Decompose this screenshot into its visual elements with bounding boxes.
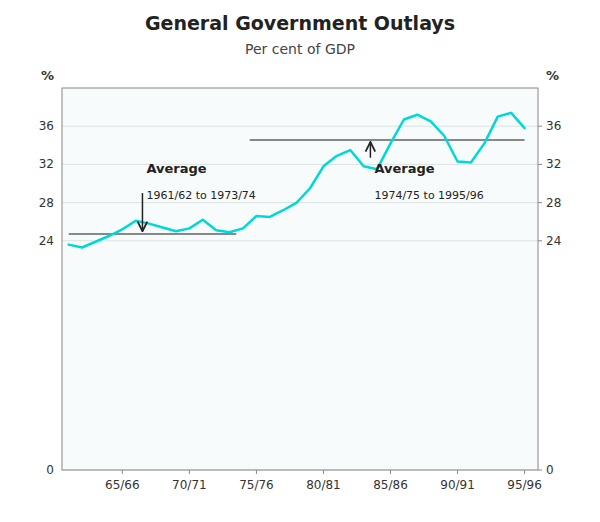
x-tick	[323, 470, 324, 474]
x-tick-label: 85/86	[373, 478, 408, 492]
y2-tick	[538, 470, 542, 471]
chart: General Government Outlays Per cent of GD…	[0, 0, 600, 522]
y2-tick-label: 24	[546, 234, 561, 248]
y2-tick-label: 36	[546, 119, 561, 133]
y2-tick	[538, 126, 542, 127]
y2-tick	[538, 240, 542, 241]
plot-background	[62, 88, 538, 470]
annotation-title: Average	[374, 161, 434, 176]
x-tick-label: 80/81	[306, 478, 341, 492]
y-tick-label: 24	[39, 234, 54, 248]
x-tick-label: 70/71	[172, 478, 207, 492]
y2-axis-label: %	[546, 68, 559, 83]
x-tick	[390, 470, 391, 474]
x-tick	[122, 470, 123, 474]
x-tick-label: 90/91	[440, 478, 475, 492]
y-tick-label: 32	[39, 157, 54, 171]
y-tick-label: 28	[39, 196, 54, 210]
x-tick-label: 75/76	[239, 478, 274, 492]
y-tick-label: 0	[46, 463, 54, 477]
plot-frame	[62, 88, 538, 470]
average-line	[250, 139, 525, 141]
annotation-subtext: 1974/75 to 1995/96	[374, 189, 483, 202]
annotation-subtext: 1961/62 to 1973/74	[146, 189, 255, 202]
x-tick	[256, 470, 257, 474]
x-tick	[189, 470, 190, 474]
y2-tick-label: 0	[546, 463, 554, 477]
y-axis-label: %	[41, 68, 54, 83]
x-tick	[457, 470, 458, 474]
average-line	[69, 233, 237, 235]
subtitle: Per cent of GDP	[245, 41, 355, 57]
x-tick	[524, 470, 525, 474]
y-tick-label: 36	[39, 119, 54, 133]
annotation-arrow	[370, 142, 372, 158]
series-line	[69, 113, 525, 248]
y2-tick	[538, 164, 542, 165]
x-tick-label: 95/96	[507, 478, 542, 492]
annotation-title: Average	[146, 161, 206, 176]
x-tick-label: 65/66	[105, 478, 140, 492]
title: General Government Outlays	[145, 12, 455, 34]
y2-tick-label: 32	[546, 157, 561, 171]
y2-tick	[538, 202, 542, 203]
plot-area	[69, 113, 525, 248]
y2-tick-label: 28	[546, 196, 561, 210]
annotation-arrow	[142, 193, 144, 231]
grid-line	[62, 126, 538, 127]
grid-line	[62, 164, 538, 165]
grid-line	[62, 240, 538, 241]
